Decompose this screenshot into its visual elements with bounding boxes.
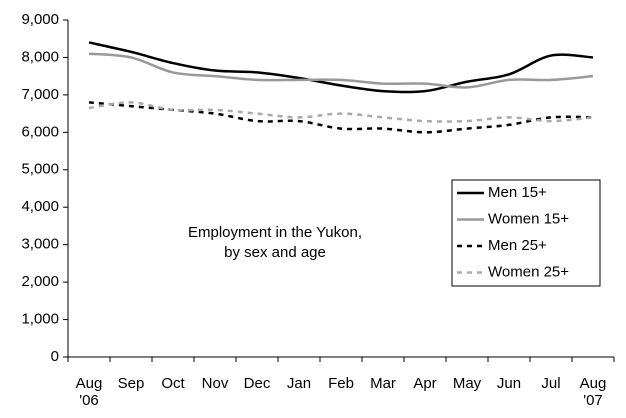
x-tick-label: Dec xyxy=(243,375,271,392)
y-tick-label: 7,000 xyxy=(21,86,59,103)
legend-label: Women 25+ xyxy=(488,263,569,280)
y-tick-label: 6,000 xyxy=(21,123,59,140)
x-tick-label: Aug '07 xyxy=(579,375,607,409)
y-tick-label: 9,000 xyxy=(21,11,59,28)
x-tick-label: Jun xyxy=(496,375,522,392)
annotation: Employment in the Yukon, xyxy=(188,224,362,241)
x-tick-label: Aug '06 xyxy=(75,375,103,409)
x-tick-label: May xyxy=(452,375,482,392)
x-tick-label: Feb xyxy=(328,375,354,392)
series-line xyxy=(88,41,594,94)
x-tick-label: Nov xyxy=(201,375,229,392)
x-tick-label: Sep xyxy=(117,375,145,392)
series-line xyxy=(88,52,594,89)
legend-label: Men 15+ xyxy=(488,184,547,201)
x-tick-label: Jul xyxy=(541,375,561,392)
y-tick-label: 3,000 xyxy=(21,236,59,253)
y-tick-label: 0 xyxy=(51,348,59,365)
x-tick-label: Mar xyxy=(370,375,396,392)
legend-label: Women 15+ xyxy=(488,210,569,227)
y-tick-label: 2,000 xyxy=(21,273,59,290)
y-tick-label: 1,000 xyxy=(21,311,59,328)
x-tick-label: Apr xyxy=(413,375,437,392)
legend-box xyxy=(451,179,601,287)
series-line xyxy=(88,101,594,123)
series-line xyxy=(88,101,594,134)
y-tick-label: 4,000 xyxy=(21,198,59,215)
y-tick-label: 5,000 xyxy=(21,161,59,178)
legend-label: Men 25+ xyxy=(488,237,547,254)
annotation: by sex and age xyxy=(224,244,326,261)
x-tick-label: Jan xyxy=(286,375,312,392)
x-tick-label: Oct xyxy=(161,375,185,392)
y-tick-label: 8,000 xyxy=(21,48,59,65)
